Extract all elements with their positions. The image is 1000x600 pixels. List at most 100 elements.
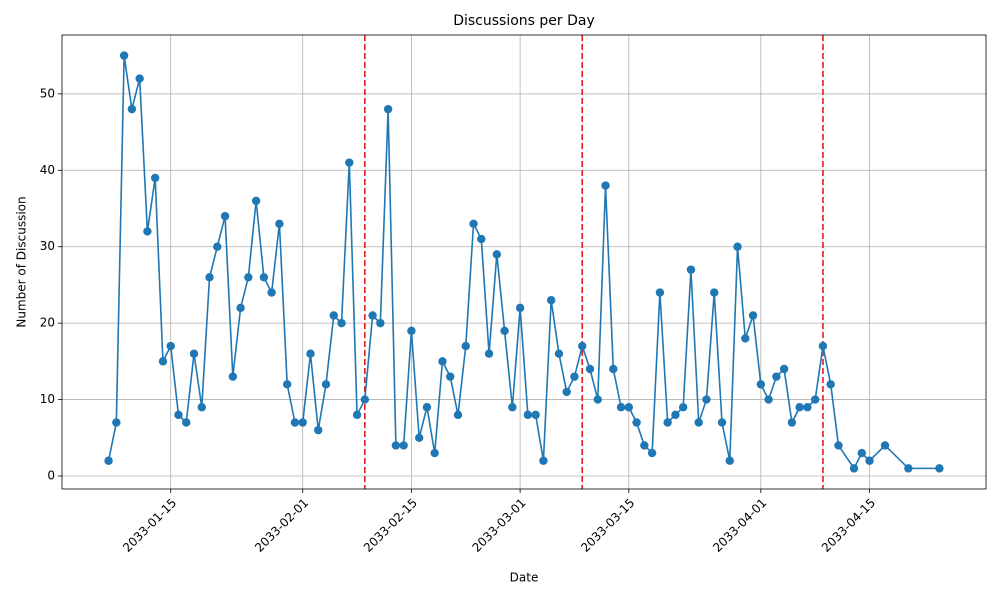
data-point (857, 448, 866, 458)
data-point (150, 173, 160, 183)
data-point (826, 380, 835, 389)
data-point (368, 311, 377, 320)
data-point (632, 418, 641, 427)
data-point (360, 395, 370, 404)
data-point (104, 456, 113, 465)
data-point (523, 410, 533, 420)
data-point (810, 395, 820, 404)
data-point (422, 403, 432, 412)
data-point (414, 433, 424, 442)
data-point (624, 403, 634, 412)
data-point (314, 425, 323, 435)
y-axis-label: Number of Discussion (15, 196, 29, 327)
data-point (337, 318, 346, 328)
y-tick-label: 40 (40, 163, 55, 177)
data-point (446, 372, 455, 381)
data-point (399, 441, 408, 450)
data-point (663, 418, 672, 427)
data-point (391, 441, 401, 450)
data-point (655, 288, 665, 297)
data-point (616, 403, 626, 412)
data-point (531, 410, 540, 420)
y-tick-label: 30 (40, 239, 55, 253)
x-axis-label: Date (510, 571, 539, 585)
data-point (725, 456, 734, 465)
data-point (298, 418, 307, 427)
data-point (935, 464, 944, 473)
x-tick-label: 2033-01-15 (120, 496, 179, 555)
data-point (865, 456, 874, 465)
data-point (570, 372, 579, 381)
data-point (748, 311, 758, 320)
data-point (166, 341, 175, 351)
data-point (849, 464, 859, 473)
data-point (515, 303, 525, 313)
data-point (585, 364, 595, 374)
data-point (306, 349, 315, 358)
chart-title: Discussions per Day (453, 13, 595, 29)
data-point (236, 303, 245, 313)
data-point (500, 326, 509, 335)
data-point (259, 273, 269, 282)
data-point (492, 250, 502, 259)
data-point (182, 418, 191, 427)
data-point (127, 104, 137, 114)
data-point (640, 441, 649, 450)
data-point (244, 273, 253, 282)
data-point (321, 380, 331, 389)
data-point (880, 441, 890, 450)
y-tick-label: 0 (47, 469, 55, 483)
data-point (647, 448, 657, 458)
data-point (174, 410, 183, 420)
data-point (609, 364, 618, 374)
data-point (205, 273, 214, 282)
data-point (539, 456, 548, 465)
x-tick-label: 2033-04-01 (710, 496, 769, 555)
data-point (469, 219, 478, 228)
data-point (787, 418, 797, 427)
data-point (197, 403, 206, 412)
data-line (107, 55, 940, 470)
data-point (904, 464, 913, 473)
data-point (329, 311, 338, 320)
data-point (546, 296, 556, 305)
data-point (119, 51, 129, 60)
data-point (741, 334, 750, 343)
x-tick-label: 2033-03-01 (469, 496, 528, 555)
data-point (135, 74, 144, 83)
data-point (438, 357, 447, 366)
plot-frame (61, 34, 987, 490)
data-point (779, 364, 789, 374)
y-tick-label: 50 (40, 86, 55, 100)
data-point (220, 211, 230, 221)
x-tick-label: 2033-02-01 (252, 496, 311, 555)
data-point (717, 418, 727, 427)
data-point (593, 395, 602, 404)
data-point (376, 318, 385, 328)
data-point (143, 227, 152, 236)
data-point (601, 181, 610, 190)
data-point (694, 418, 703, 427)
data-point (562, 387, 571, 397)
data-point (508, 403, 517, 412)
data-point (352, 410, 362, 420)
x-tick-label: 2033-02-15 (361, 496, 420, 555)
data-point (290, 418, 300, 427)
data-point (764, 395, 773, 404)
data-point (430, 448, 439, 458)
data-point (158, 357, 168, 366)
data-point (213, 242, 222, 251)
data-point (795, 403, 804, 412)
y-tick-label: 10 (40, 392, 55, 406)
data-point (578, 341, 587, 351)
x-tick-label: 2033-04-15 (819, 496, 878, 555)
data-point (710, 288, 719, 297)
data-point (228, 372, 238, 381)
data-point (554, 349, 564, 358)
data-point (772, 372, 781, 381)
x-tick-label: 2033-03-15 (578, 496, 637, 555)
data-point (756, 380, 766, 389)
data-point (678, 403, 688, 412)
data-point (275, 219, 284, 228)
